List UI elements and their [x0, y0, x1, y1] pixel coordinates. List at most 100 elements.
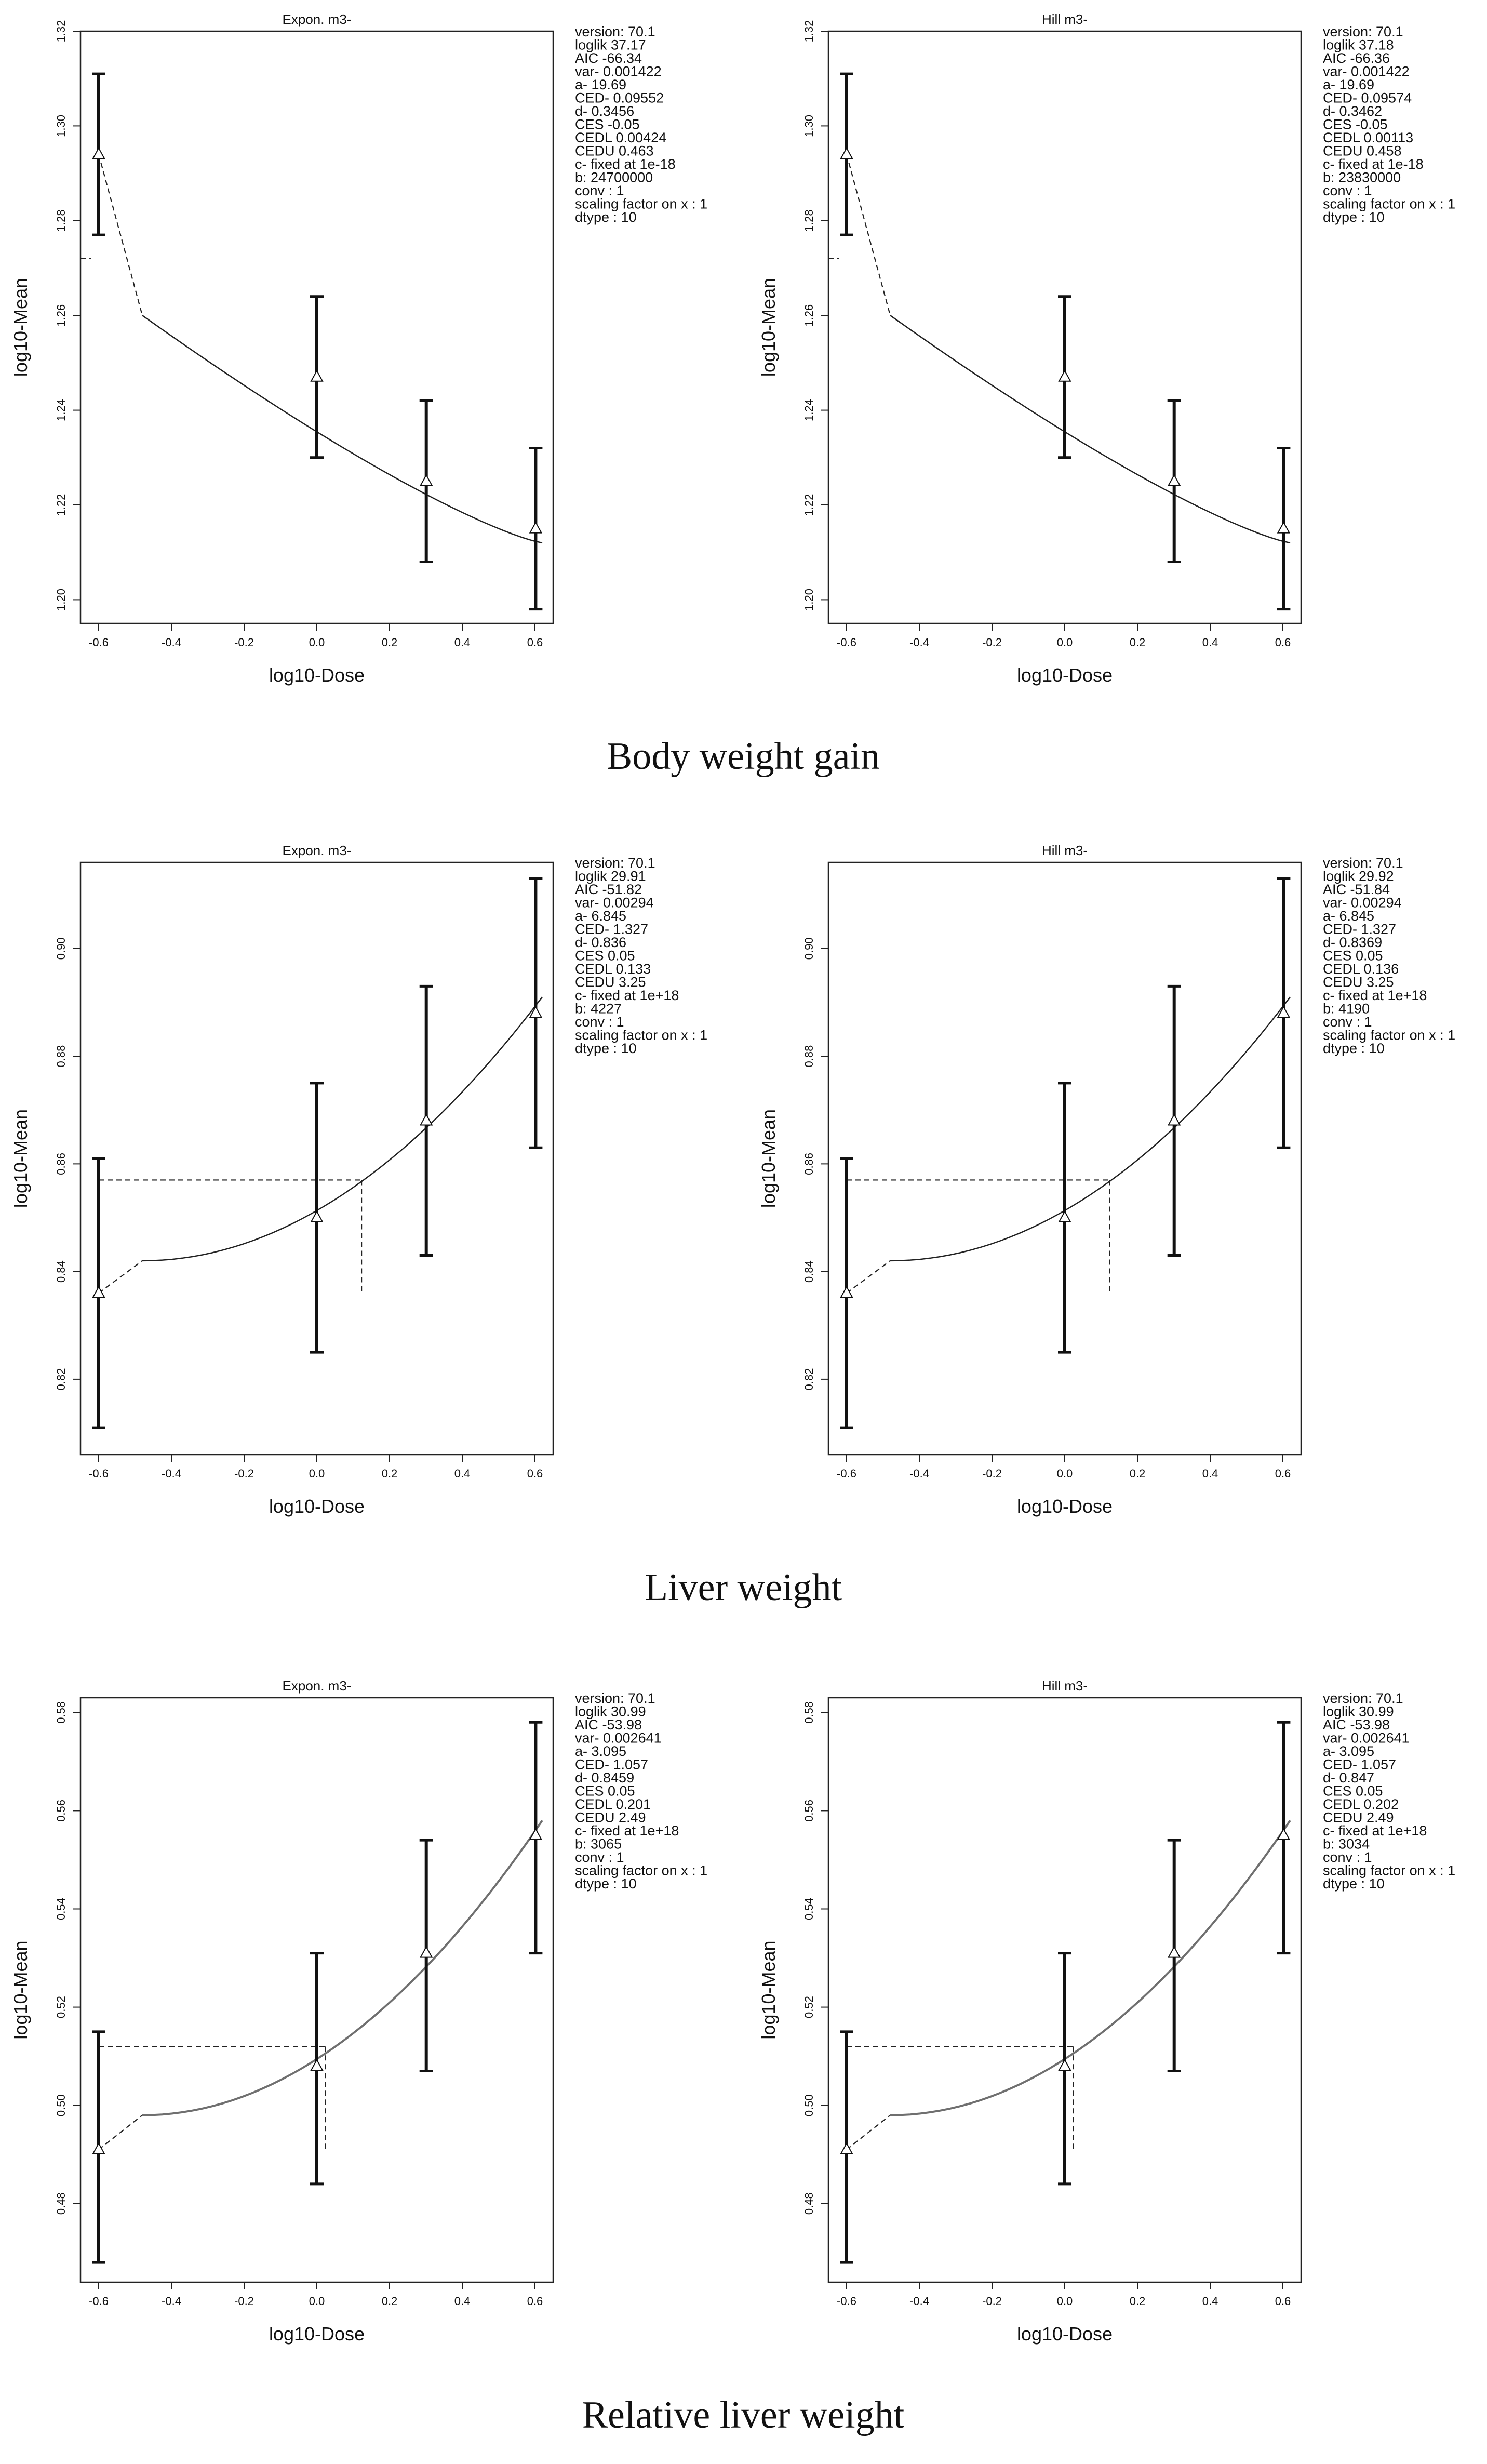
fitted-curve [890, 1820, 1291, 2116]
fitted-curve [142, 1820, 543, 2116]
y-tick-label: 0.84 [802, 1260, 815, 1283]
param-line: dtype : 10 [1323, 1876, 1385, 1892]
chart-title: Expon. m3- [283, 11, 352, 27]
param-line: d- 0.836 [575, 935, 626, 950]
data-point-triangle [529, 1828, 543, 1840]
x-tick-label: 0.0 [309, 2295, 325, 2308]
param-line: d- 0.8459 [575, 1770, 634, 1786]
param-line: version: 70.1 [1323, 1690, 1403, 1706]
param-line: CEDL 0.136 [1323, 961, 1399, 977]
x-tick-label: -0.2 [982, 2295, 1002, 2308]
param-line: conv : 1 [1323, 1849, 1372, 1865]
x-tick-label: -0.6 [837, 1467, 856, 1480]
y-tick-label: 1.26 [55, 304, 68, 327]
param-line: version: 70.1 [575, 855, 655, 871]
x-tick-label: -0.4 [162, 1467, 181, 1480]
dashed-reference-line [846, 2114, 891, 2150]
param-line: scaling factor on x : 1 [1323, 1028, 1455, 1043]
x-tick-label: -0.6 [837, 2295, 856, 2308]
data-point-triangle [529, 1006, 543, 1018]
param-line: var- 0.002641 [1323, 1730, 1410, 1746]
y-axis-label: log10-Mean [10, 1940, 31, 2039]
param-line: b: 4190 [1323, 1001, 1370, 1017]
y-tick-label: 0.56 [802, 1800, 815, 1822]
param-line: loglik 37.17 [575, 37, 646, 53]
y-tick-label: 1.22 [802, 494, 815, 516]
x-tick-label: 0.2 [382, 636, 398, 649]
param-line: CES -0.05 [575, 117, 640, 132]
param-line: CEDU 3.25 [575, 975, 646, 990]
y-tick-label: 1.20 [802, 589, 815, 611]
fitted-curve [142, 996, 543, 1262]
data-point-triangle [310, 2058, 324, 2071]
param-line: var- 0.001422 [575, 64, 662, 79]
y-tick-label: 0.48 [55, 2192, 68, 2215]
chart-title: Expon. m3- [283, 843, 352, 858]
data-point-triangle [1058, 2058, 1071, 2071]
param-line: CEDL 0.00424 [575, 130, 666, 145]
fitted-curve [142, 315, 543, 544]
y-tick-label: 0.82 [802, 1368, 815, 1390]
y-tick-label: 0.48 [802, 2192, 815, 2215]
param-line: a- 6.845 [575, 908, 626, 924]
data-point-triangle [1277, 1006, 1291, 1018]
x-tick-label: 0.6 [527, 1467, 543, 1480]
param-line: loglik 30.99 [575, 1704, 646, 1720]
y-tick-label: 1.24 [55, 399, 68, 421]
param-line: AIC -53.98 [575, 1717, 642, 1733]
chart-relative-liver-weight-hill: Hill m3- -0.6 -0.4 -0.2 0.0 0.2 0.4 0.6 0.48 0.50… [758, 1678, 1455, 2345]
param-line: version: 70.1 [1323, 855, 1403, 871]
x-tick-label: -0.6 [89, 1467, 109, 1480]
param-line: c- fixed at 1e+18 [1323, 1823, 1427, 1839]
chart-relative-liver-weight-exponential: Expon. m3- -0.6 -0.4 -0.2 0.0 0.2 0.4 0.6 0.48 0.… [10, 1678, 707, 2345]
param-line: var- 0.001422 [1323, 64, 1410, 79]
param-line: conv : 1 [575, 1014, 624, 1030]
param-line: a- 19.69 [1323, 77, 1374, 92]
y-tick-label: 0.90 [55, 937, 68, 960]
param-line: CEDL 0.202 [1323, 1796, 1399, 1812]
param-line: conv : 1 [575, 1849, 624, 1865]
y-tick-label: 0.58 [802, 1701, 815, 1724]
figure-caption: Relative liver weight [582, 2394, 905, 2436]
x-tick-label: 0.0 [309, 1467, 325, 1480]
dashed-reference-line [98, 1260, 143, 1294]
y-tick-label: 0.56 [55, 1800, 68, 1822]
x-tick-label: -0.4 [909, 1467, 929, 1480]
x-axis-label: log10-Dose [1017, 664, 1113, 686]
param-line: a- 3.095 [1323, 1743, 1374, 1759]
chart-title: Expon. m3- [283, 1678, 352, 1694]
param-line: AIC -51.82 [575, 882, 642, 897]
y-tick-label: 1.32 [55, 20, 68, 43]
x-axis-label: log10-Dose [269, 664, 365, 686]
param-line: scaling factor on x : 1 [575, 1863, 707, 1879]
param-line: b: 3065 [575, 1836, 622, 1852]
chart-title: Hill m3- [1042, 1678, 1088, 1694]
data-point-triangle [310, 1210, 324, 1222]
chart-title: Hill m3- [1042, 11, 1088, 27]
figure-caption: Body weight gain [607, 735, 880, 778]
y-tick-label: 0.82 [55, 1368, 68, 1390]
param-line: CEDU 0.463 [575, 143, 654, 159]
param-line: CED- 1.327 [575, 922, 648, 937]
param-line: version: 70.1 [1323, 24, 1403, 39]
x-tick-label: -0.6 [89, 636, 109, 649]
chart-liver-weight-hill: Hill m3- -0.6 -0.4 -0.2 0.0 0.2 0.4 0.6 0.82 0.84… [758, 843, 1455, 1517]
data-point-triangle [420, 474, 433, 486]
x-tick-label: 0.6 [527, 636, 543, 649]
param-line: CES 0.05 [1323, 1783, 1383, 1799]
param-line: var- 0.00294 [1323, 895, 1402, 911]
y-tick-label: 1.24 [802, 399, 815, 421]
data-point-triangle [92, 2142, 105, 2154]
x-axis-label: log10-Dose [1017, 2323, 1113, 2345]
chart-body-weight-gain-exponential: Expon. m3- -0.6 -0.4 -0.2 0.0 0.2 0.4 0.6 1.20 1.… [10, 11, 707, 686]
param-line: version: 70.1 [575, 1690, 655, 1706]
param-line: scaling factor on x : 1 [1323, 196, 1455, 212]
chart-title: Hill m3- [1042, 843, 1088, 858]
param-line: AIC -66.36 [1323, 50, 1390, 66]
x-tick-label: 0.6 [1275, 2295, 1291, 2308]
param-line: CEDL 0.133 [575, 961, 651, 977]
data-point-triangle [420, 1946, 433, 1958]
section-body-weight-gain: Expon. m3- -0.6 -0.4 -0.2 0.0 0.2 0.4 0.6 1.20 1.… [10, 11, 1455, 778]
data-point-triangle [1058, 1210, 1071, 1222]
x-tick-label: 0.6 [527, 2295, 543, 2308]
